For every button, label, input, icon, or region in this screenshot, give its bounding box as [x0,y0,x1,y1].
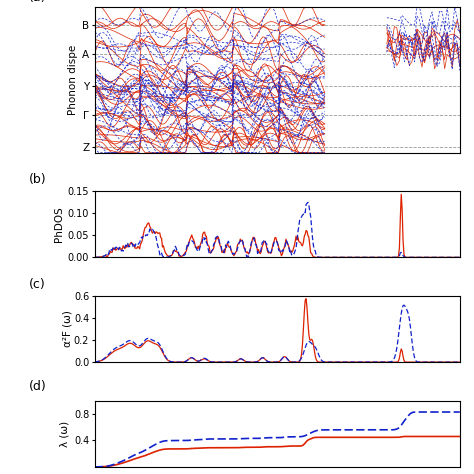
Text: (c): (c) [29,278,46,291]
Text: (b): (b) [29,173,47,186]
Y-axis label: α²F (ω): α²F (ω) [63,310,73,347]
Y-axis label: Phonon dispe: Phonon dispe [68,45,78,115]
Text: (a): (a) [29,0,46,4]
Y-axis label: PhDOS: PhDOS [54,206,64,242]
Text: (d): (d) [29,380,47,393]
Y-axis label: λ (ω): λ (ω) [60,421,70,447]
